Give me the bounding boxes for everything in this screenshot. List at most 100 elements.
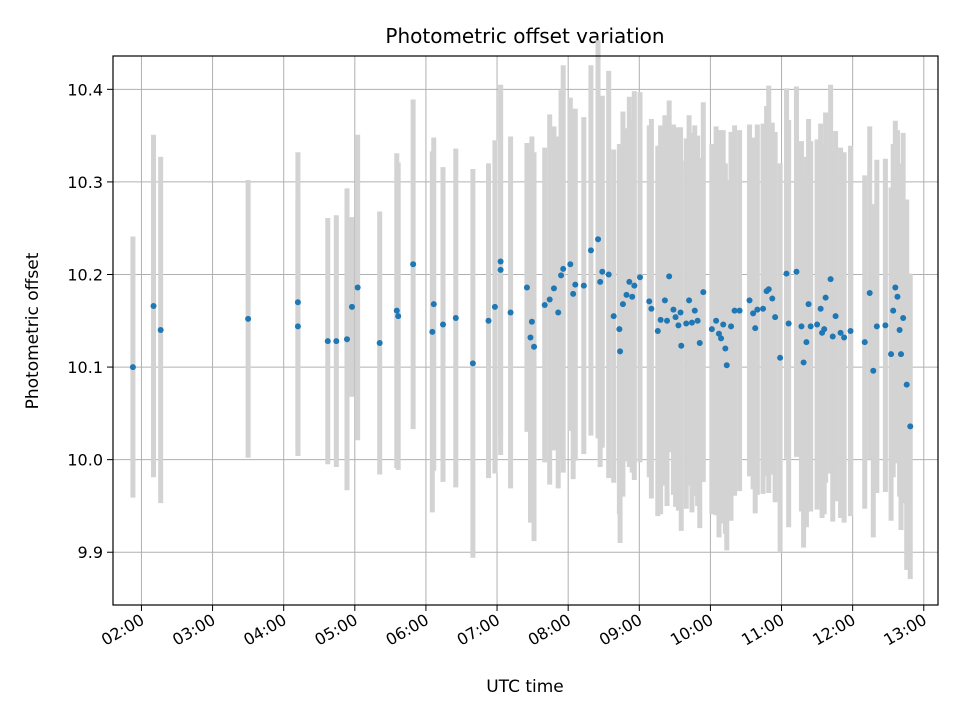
data-point <box>847 327 854 334</box>
data-point <box>541 302 548 309</box>
data-point <box>570 290 577 297</box>
data-point <box>672 314 679 321</box>
data-point <box>718 335 725 342</box>
data-point <box>731 307 738 314</box>
data-point <box>619 301 626 308</box>
data-point <box>324 338 331 345</box>
y-axis: 9.9 10.0 10.1 10.2 10.3 10.4 <box>67 80 113 562</box>
data-point <box>343 336 350 343</box>
data-point <box>807 323 814 330</box>
data-point <box>691 307 698 314</box>
data-point <box>572 281 579 288</box>
y-tick-label: 10.3 <box>67 173 103 192</box>
plot-frame <box>112 55 939 606</box>
y-tick-label: 9.9 <box>78 543 103 562</box>
data-point <box>798 323 805 330</box>
data-point <box>333 338 340 345</box>
data-point <box>882 322 889 329</box>
data-point <box>354 284 361 291</box>
data-point <box>595 236 602 243</box>
data-point <box>560 265 567 272</box>
data-point <box>485 317 492 324</box>
data-point <box>587 247 594 254</box>
data-point <box>765 286 772 293</box>
data-point <box>736 307 743 314</box>
data-point <box>783 270 790 277</box>
data-points <box>129 236 914 430</box>
data-point <box>393 307 400 314</box>
data-point <box>469 360 476 367</box>
data-point <box>623 291 630 298</box>
data-point <box>626 278 633 285</box>
data-point <box>558 272 565 279</box>
data-point <box>793 268 800 275</box>
data-point <box>664 317 671 324</box>
data-point <box>546 296 553 303</box>
data-point <box>686 297 693 304</box>
data-point <box>746 297 753 304</box>
data-point <box>829 333 836 340</box>
data-point <box>752 325 759 332</box>
data-point <box>245 315 252 322</box>
y-tick-label: 10.4 <box>67 80 103 99</box>
data-point <box>648 305 655 312</box>
data-point <box>720 321 727 328</box>
data-point <box>666 273 673 280</box>
data-point <box>800 359 807 366</box>
data-point <box>157 327 164 334</box>
data-point <box>814 321 821 328</box>
y-tick-label: 10.0 <box>67 451 103 470</box>
data-point <box>894 293 901 300</box>
data-point <box>677 309 684 316</box>
data-point <box>713 317 720 324</box>
data-point <box>900 315 907 322</box>
data-point <box>873 323 880 330</box>
data-point <box>629 293 636 300</box>
data-point <box>822 294 829 301</box>
data-point <box>890 307 897 314</box>
data-point <box>777 354 784 361</box>
data-point <box>888 351 895 358</box>
data-point <box>497 266 504 273</box>
data-point <box>722 345 729 352</box>
data-point <box>866 290 873 297</box>
data-point <box>567 261 574 268</box>
data-point <box>841 334 848 341</box>
chart-title: Photometric offset variation <box>385 24 664 48</box>
y-tick-label: 10.1 <box>67 358 103 377</box>
data-point <box>294 323 301 330</box>
data-point <box>150 302 157 309</box>
data-point <box>861 339 868 346</box>
data-point <box>429 328 436 335</box>
x-axis-label: UTC time <box>486 677 564 697</box>
data-point <box>898 351 905 358</box>
data-point <box>646 298 653 305</box>
data-point <box>700 289 707 296</box>
data-point <box>452 315 459 322</box>
data-point <box>896 327 903 334</box>
data-point <box>528 318 535 325</box>
data-point <box>760 305 767 312</box>
data-point <box>715 330 722 337</box>
data-point <box>694 317 701 324</box>
data-point <box>395 313 402 320</box>
data-point <box>903 381 910 388</box>
data-point <box>821 326 828 333</box>
data-point <box>678 342 685 349</box>
data-point <box>430 301 437 308</box>
data-point <box>827 276 834 283</box>
data-point <box>803 339 810 346</box>
y-axis-label: Photometric offset <box>23 252 43 409</box>
data-point <box>837 329 844 336</box>
data-point <box>491 303 498 310</box>
data-point <box>550 285 557 292</box>
data-point <box>750 310 757 317</box>
data-point <box>631 282 638 289</box>
data-point <box>661 297 668 304</box>
data-point <box>657 316 664 323</box>
data-point <box>440 321 446 328</box>
data-point <box>654 327 661 334</box>
data-point <box>129 364 136 371</box>
data-point <box>580 282 587 289</box>
data-point <box>892 284 899 291</box>
